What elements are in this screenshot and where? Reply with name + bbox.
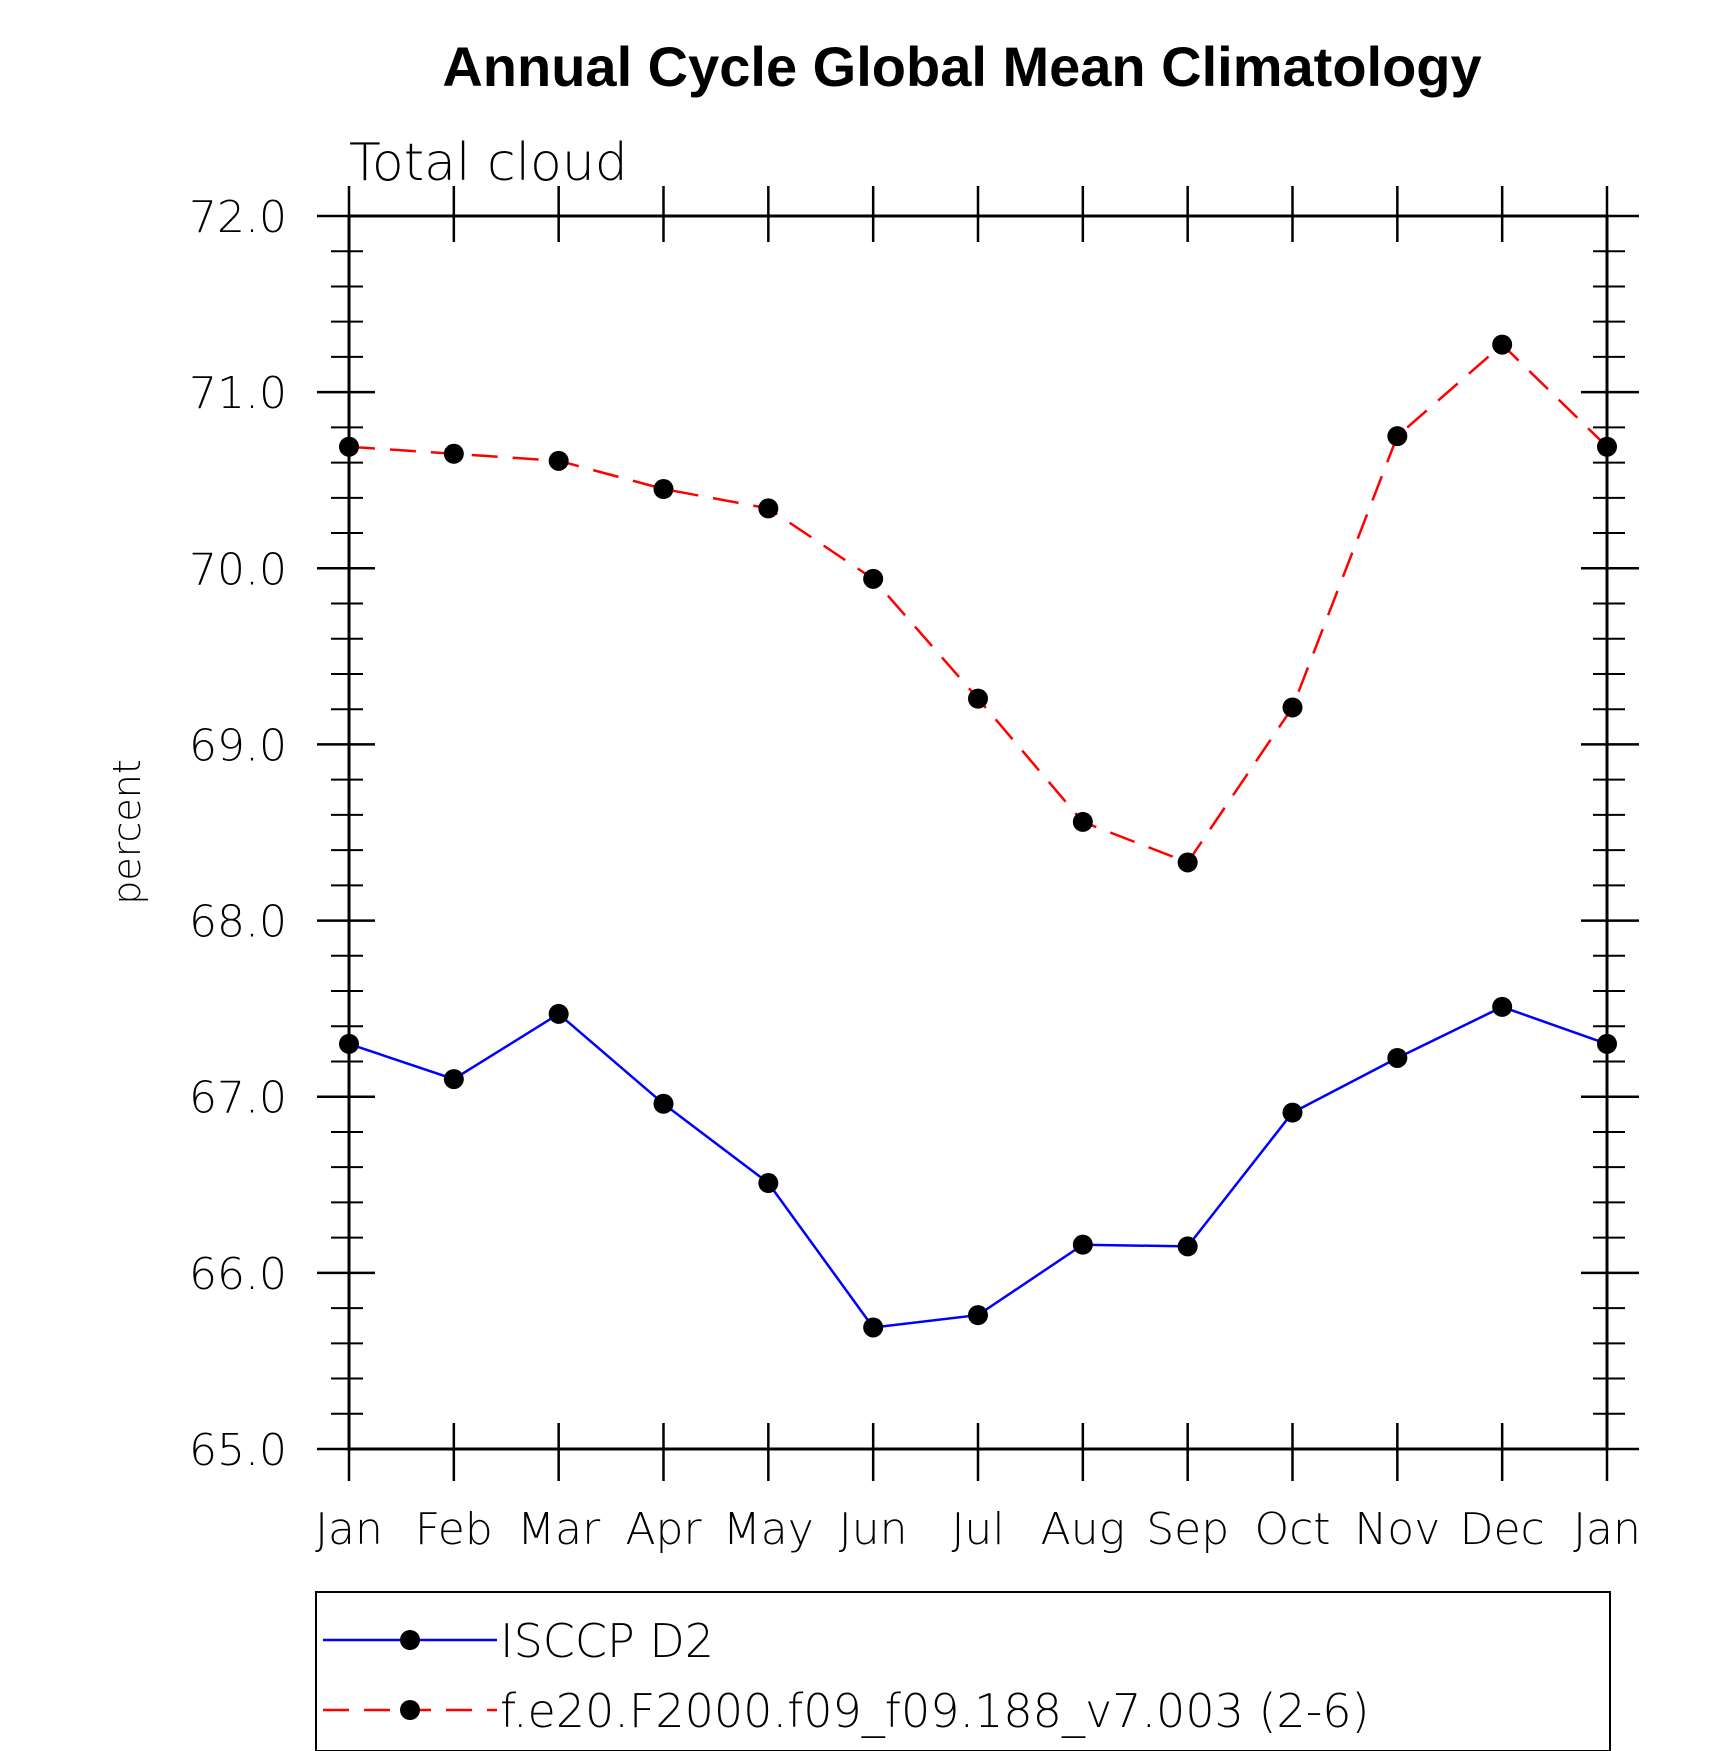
data-point-0 [1597, 1033, 1617, 1054]
data-point-1 [1492, 334, 1513, 355]
axes-ticks: Jan Feb Mar Apr May Jun Jul Aug Sep Oct Nov Dec Jan 6… [189, 186, 1641, 1555]
data-point-1 [968, 688, 988, 709]
x-tick-label: May [723, 1504, 814, 1555]
y-tick-label: 70.0 [189, 544, 287, 595]
y-tick-label: 67.0 [189, 1073, 287, 1124]
data-point-1 [1597, 436, 1617, 457]
y-tick-label: 69.0 [189, 720, 287, 771]
y-tick-label: 72.0 [189, 192, 287, 243]
data-point-1 [1177, 852, 1198, 873]
x-tick-label: Jan [1573, 1504, 1641, 1555]
x-tick-label: Dec [1460, 1504, 1545, 1555]
data-point-1 [1072, 811, 1093, 832]
y-tick-label: 65.0 [189, 1425, 287, 1476]
data-point-1 [758, 498, 779, 519]
series-line-0 [348, 1005, 1608, 1329]
x-tick-label: Feb [415, 1504, 493, 1555]
x-tick-label: Sep [1146, 1504, 1229, 1555]
data-point-1 [863, 568, 884, 589]
y-tick-label: 68.0 [189, 897, 287, 948]
chart-subtitle: Total cloud [349, 133, 628, 193]
data-point-0 [1072, 1234, 1093, 1255]
x-tick-label: Aug [1041, 1504, 1125, 1555]
x-tick-label: Apr [625, 1504, 702, 1555]
data-point-1 [548, 450, 569, 471]
y-tick-label: 66.0 [189, 1249, 287, 1300]
data-point-0 [653, 1093, 674, 1114]
data-point-0 [968, 1305, 988, 1326]
legend-marker-isccp [400, 1630, 420, 1650]
data-point-0 [1492, 996, 1513, 1017]
x-tick-label: Jan [315, 1504, 383, 1555]
plot-frame [347, 214, 1609, 1451]
x-tick-label: Jun [839, 1504, 908, 1555]
legend: ISCCP D2 f.e20.F2000.f09_f09.188_v7.003 … [315, 1591, 1611, 1751]
x-tick-label: Nov [1354, 1504, 1440, 1555]
data-point-0 [443, 1069, 464, 1090]
legend-box [315, 1591, 1611, 1751]
x-tick-label: Mar [517, 1504, 601, 1555]
data-point-1 [443, 443, 464, 464]
data-point-1 [339, 436, 359, 457]
legend-label-model: f.e20.F2000.f09_f09.188_v7.003 (2-6) [500, 1684, 1370, 1738]
x-tick-label: Jul [951, 1504, 1004, 1555]
data-point-1 [1282, 697, 1303, 718]
data-point-0 [758, 1173, 779, 1194]
data-point-0 [1177, 1236, 1198, 1257]
chart-title: Annual Cycle Global Mean Climatology [442, 35, 1481, 98]
data-point-0 [339, 1033, 359, 1054]
legend-marker-model [400, 1700, 420, 1720]
data-point-1 [653, 479, 674, 500]
y-tick-label: 71.0 [189, 368, 287, 419]
data-series [339, 334, 1617, 1338]
x-tick-label: Oct [1254, 1504, 1330, 1555]
series-line-1 [348, 342, 1608, 864]
data-point-0 [1282, 1102, 1303, 1123]
data-point-0 [1387, 1047, 1408, 1068]
data-point-1 [1387, 426, 1408, 447]
y-axis-label: percent [105, 759, 149, 905]
data-point-0 [548, 1003, 569, 1024]
legend-label-isccp: ISCCP D2 [500, 1614, 714, 1668]
data-point-0 [863, 1317, 884, 1338]
